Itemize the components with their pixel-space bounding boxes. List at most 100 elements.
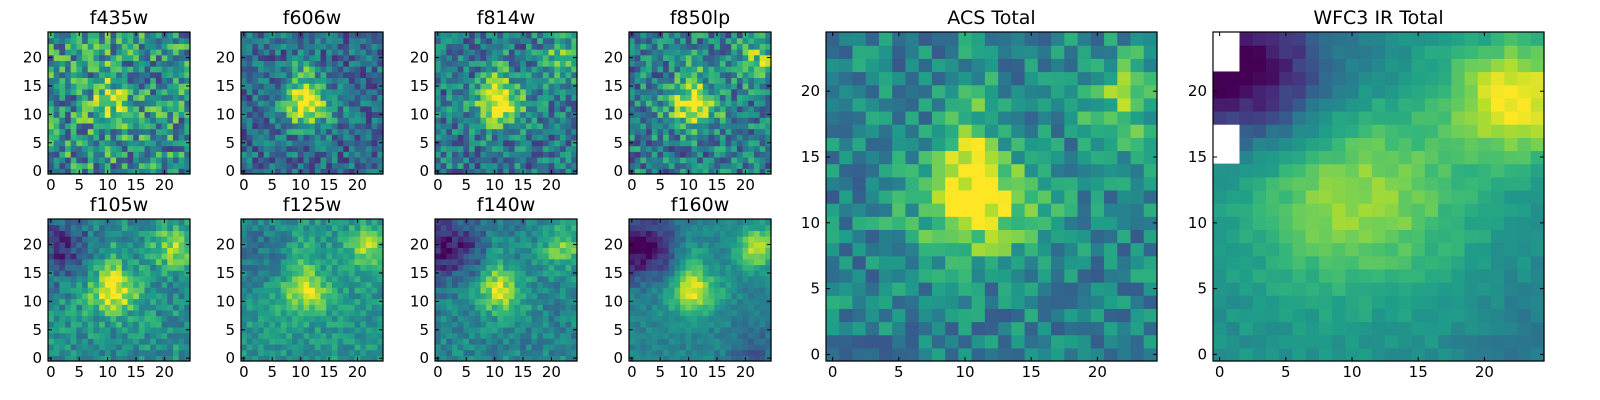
plot-frame [434, 31, 578, 175]
heatmap-cell [651, 111, 658, 118]
heatmap-cell [480, 156, 487, 164]
heatmap-cell [258, 326, 265, 334]
heatmap-cell [565, 134, 572, 141]
heatmap-cell [93, 83, 100, 90]
heatmap-cell [292, 145, 299, 152]
heatmap-cell [559, 230, 567, 237]
heatmap-cell [263, 94, 270, 101]
heatmap-cell [663, 145, 670, 152]
heatmap-cell [82, 292, 89, 300]
heatmap-cell [525, 315, 533, 322]
heatmap-cell [331, 43, 339, 50]
heatmap-cell [343, 338, 350, 345]
heatmap-cell [634, 83, 641, 90]
heatmap-cell [303, 151, 310, 158]
heatmap-cell [104, 230, 112, 237]
heatmap-cell [371, 151, 378, 158]
heatmap-cell [452, 253, 459, 260]
heatmap-cell [765, 343, 772, 351]
heatmap-cell [446, 88, 453, 96]
heatmap-cell [297, 66, 305, 73]
heatmap-cell [542, 343, 550, 351]
heatmap-cell [127, 264, 134, 271]
heatmap-cell [348, 94, 356, 101]
heatmap-cell [457, 162, 464, 169]
heatmap-cell [87, 287, 95, 294]
heatmap-cell [104, 37, 112, 44]
heatmap-cell [127, 128, 134, 135]
heatmap-cell [559, 43, 567, 50]
heatmap-cell [503, 77, 510, 84]
heatmap-cell [275, 128, 282, 135]
heatmap-cell [343, 332, 350, 339]
heatmap-cell [537, 117, 544, 124]
heatmap-cell [463, 122, 470, 130]
heatmap-cell [634, 168, 641, 175]
heatmap-cell [155, 105, 163, 113]
heatmap-cell [314, 355, 322, 362]
heatmap-cell [736, 343, 744, 351]
heatmap-cell [520, 145, 527, 152]
heatmap-cell [354, 241, 361, 248]
heatmap-cell [697, 54, 704, 61]
heatmap-cell [337, 275, 344, 283]
heatmap-cell [377, 66, 384, 73]
heatmap-cell [651, 156, 658, 164]
heatmap-cell [714, 43, 721, 50]
heatmap-cell [719, 168, 727, 175]
heatmap-cell [133, 77, 140, 84]
heatmap-cell [736, 49, 744, 56]
heatmap-cell [343, 94, 350, 101]
heatmap-cell [104, 105, 112, 113]
heatmap-cell [525, 253, 533, 260]
heatmap-cell [708, 298, 715, 305]
heatmap-cell [469, 77, 476, 84]
heatmap-cell [167, 60, 174, 67]
heatmap-cell [59, 258, 66, 266]
heatmap-cell [280, 315, 288, 322]
heatmap-cell [571, 253, 578, 260]
heatmap-cell [491, 321, 499, 328]
heatmap-cell [435, 162, 442, 169]
heatmap-cell [731, 145, 738, 152]
heatmap-cell [463, 134, 470, 141]
heatmap-cell [685, 287, 693, 294]
heatmap-cell [491, 338, 499, 345]
heatmap-cell [469, 281, 476, 288]
heatmap-cell [663, 321, 670, 328]
heatmap-cell [93, 281, 100, 288]
heatmap-cell [303, 71, 310, 79]
heatmap-cell [371, 66, 378, 73]
heatmap-cell [663, 151, 670, 158]
heatmap-cell [491, 332, 499, 339]
heatmap-cell [520, 253, 527, 260]
heatmap-cell [184, 349, 191, 356]
heatmap-cell [680, 298, 687, 305]
heatmap-cell [491, 162, 499, 169]
heatmap-cell [559, 94, 567, 101]
heatmap-cell [241, 236, 248, 243]
heatmap-cell [708, 100, 715, 107]
heatmap-cell [691, 134, 698, 141]
heatmap-cell [70, 332, 77, 339]
heatmap-cell [559, 304, 567, 311]
heatmap-cell [82, 122, 89, 130]
heatmap-cell [269, 37, 276, 44]
heatmap-cell [474, 162, 482, 169]
heatmap-cell [525, 298, 533, 305]
heatmap-cell [76, 122, 83, 130]
heatmap-cell [719, 60, 727, 67]
heatmap-cell [371, 270, 378, 277]
heatmap-cell [457, 117, 464, 124]
heatmap-cell [110, 270, 117, 277]
heatmap-cell [246, 315, 253, 322]
heatmap-cell [525, 49, 533, 56]
heatmap-cell [252, 66, 259, 73]
heatmap-cell [480, 253, 487, 260]
heatmap-cell [292, 117, 299, 124]
heatmap-cell [680, 304, 687, 311]
heatmap-cell [497, 134, 504, 141]
heatmap-cell [331, 224, 339, 231]
heatmap-cell [725, 321, 732, 328]
